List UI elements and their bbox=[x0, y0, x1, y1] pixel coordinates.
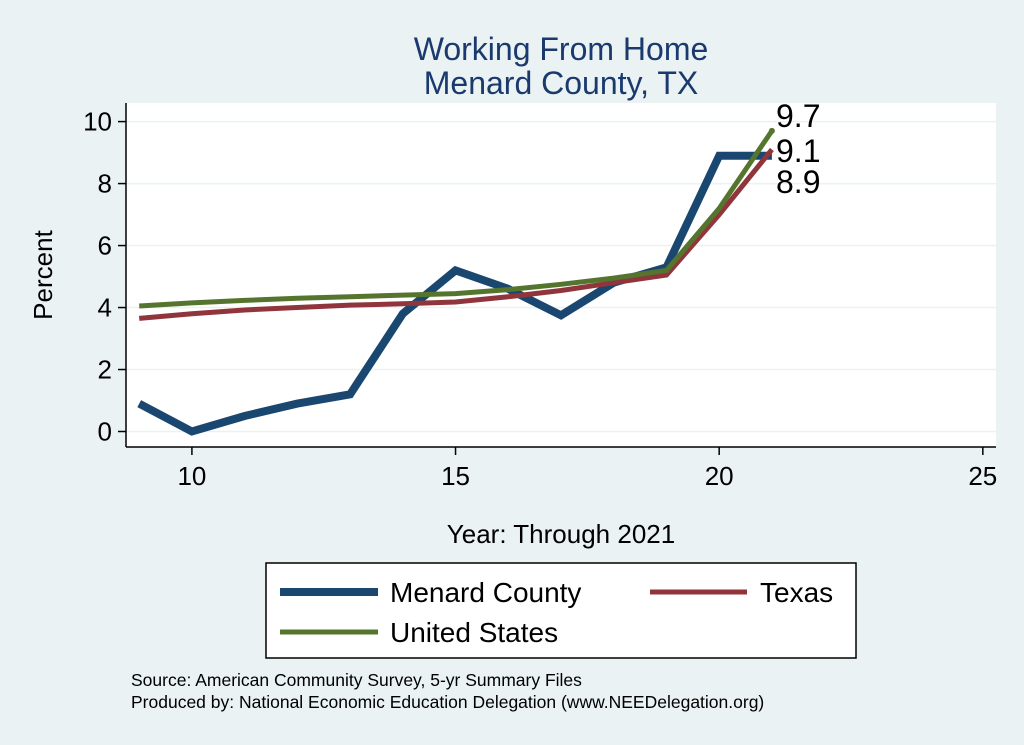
x-tick-label: 15 bbox=[441, 461, 470, 491]
series-end-marker bbox=[768, 127, 775, 134]
legend-label: United States bbox=[390, 617, 558, 648]
y-tick-label: 4 bbox=[98, 293, 112, 323]
y-tick-label: 0 bbox=[98, 417, 112, 447]
plot-area bbox=[126, 103, 996, 447]
y-tick-label: 8 bbox=[98, 169, 112, 199]
series-line-united-states bbox=[139, 129, 774, 309]
y-axis-ticks: 0 2 4 6 8 10 bbox=[83, 107, 126, 447]
y-tick-label: 10 bbox=[83, 107, 112, 137]
chart-subtitle: Menard County, TX bbox=[424, 65, 699, 101]
legend-box bbox=[265, 562, 857, 659]
x-tick-label: 25 bbox=[968, 461, 997, 491]
series-end-label: 9.7 bbox=[776, 98, 820, 134]
y-axis-title: Percent bbox=[28, 229, 58, 319]
legend-label: Texas bbox=[760, 577, 833, 608]
series-end-label: 9.1 bbox=[776, 133, 820, 169]
y-tick-label: 6 bbox=[98, 231, 112, 261]
chart-title: Working From Home bbox=[414, 31, 709, 67]
source-line: Source: American Community Survey, 5-yr … bbox=[131, 670, 582, 690]
series-line-texas bbox=[138, 147, 774, 321]
y-tick-label: 2 bbox=[98, 355, 112, 385]
x-axis-ticks: 10 15 20 25 bbox=[177, 447, 997, 491]
series-lines bbox=[137, 127, 775, 436]
end-labels: 8.99.19.7 bbox=[776, 98, 820, 200]
x-tick-label: 20 bbox=[705, 461, 734, 491]
series-end-label: 8.9 bbox=[776, 164, 820, 200]
x-axis-title: Year: Through 2021 bbox=[447, 519, 675, 549]
produced-by-line: Produced by: National Economic Education… bbox=[131, 692, 764, 712]
legend: Menard County Texas United States bbox=[280, 577, 833, 648]
legend-label: Menard County bbox=[390, 577, 581, 608]
x-tick-label: 10 bbox=[177, 461, 206, 491]
